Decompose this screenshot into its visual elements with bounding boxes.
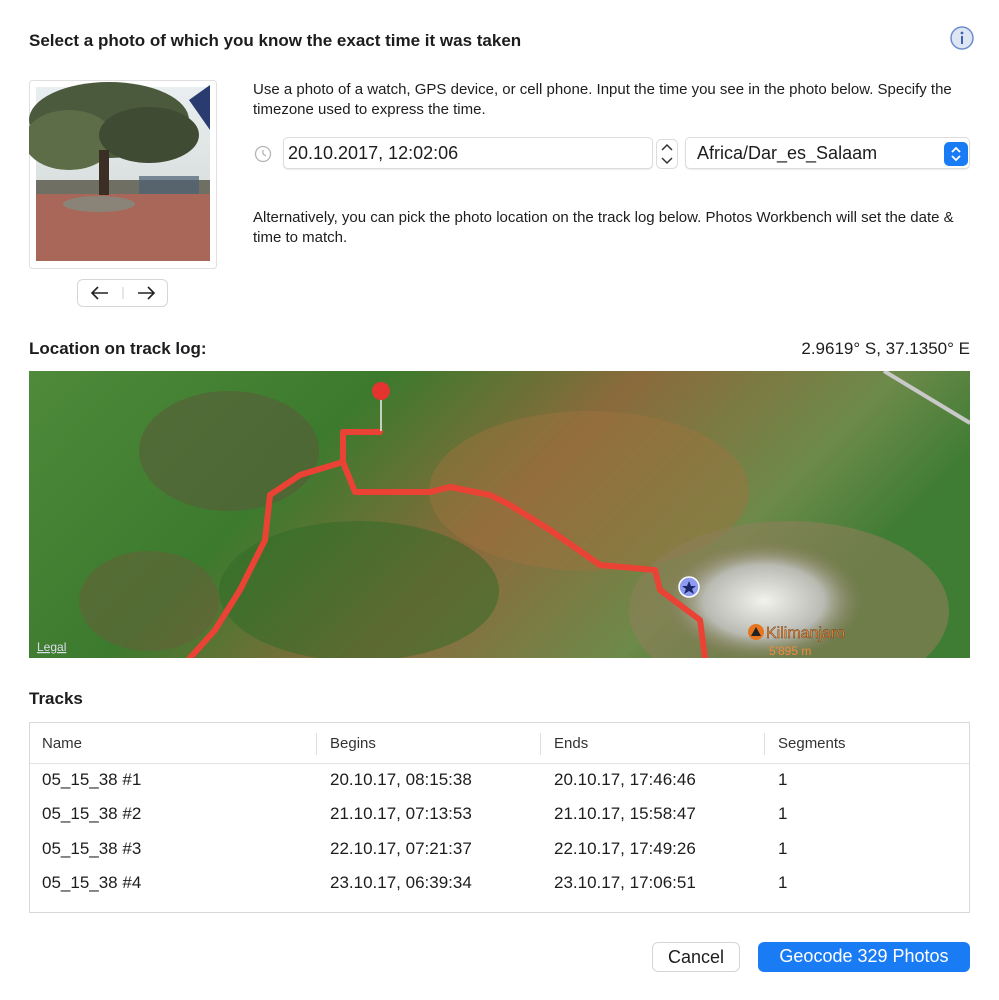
track-cell: 05_15_38 #2	[42, 804, 142, 824]
info-button[interactable]	[949, 25, 975, 51]
description: Use a photo of a watch, GPS device, or c…	[253, 81, 952, 118]
date-stepper[interactable]	[656, 139, 678, 169]
peak-label: Kilimanjaro	[766, 625, 845, 642]
column-header: Begins	[330, 735, 376, 752]
track-map[interactable]: Kilimanjaro 5'895 m Legal	[29, 371, 970, 658]
track-cell: 1	[778, 838, 788, 858]
track-cell: 23.10.17, 17:06:51	[554, 872, 696, 892]
tracks-table: Name Begins Ends Segments 05_15_38 #1 20.10.1…	[29, 722, 970, 913]
peak-elevation: 5'895 m	[769, 644, 811, 658]
photo-preview	[29, 80, 217, 269]
track-cell: 1	[778, 804, 788, 824]
photo-nav	[77, 279, 168, 307]
track-cell: 20.10.17, 17:46:46	[554, 770, 696, 789]
track-cell: 1	[778, 770, 788, 789]
track-cell: 1	[778, 872, 788, 892]
track-cell: 05_15_38 #1	[42, 770, 142, 789]
coordinates: 2.9619° S, 37.1350° E	[801, 339, 970, 358]
confirm-button[interactable]: Geocode 329 Photos	[758, 942, 970, 972]
reset-time-icon[interactable]	[253, 144, 273, 164]
date-time-field[interactable]: 20.10.2017, 12:02:06	[283, 137, 653, 169]
dialog-title: Select a photo of which you know the exa…	[29, 31, 522, 50]
legal-link[interactable]: Legal	[37, 640, 66, 654]
track-cell: 22.10.17, 17:49:26	[554, 838, 696, 858]
alternative-hint: Alternatively, you can pick the photo lo…	[253, 209, 954, 246]
track-cell: 21.10.17, 07:13:53	[330, 804, 472, 824]
column-divider	[764, 733, 765, 755]
track-cell: 21.10.17, 15:58:47	[554, 804, 696, 824]
previous-photo[interactable]	[90, 286, 108, 300]
cancel-button[interactable]: Cancel	[652, 942, 740, 972]
track-cell: 20.10.17, 08:15:38	[330, 770, 472, 789]
track-cell: 05_15_38 #3	[42, 838, 142, 858]
track-cell: 23.10.17, 06:39:34	[330, 872, 472, 892]
nav-arrows	[90, 286, 156, 300]
column-header: Segments	[778, 735, 846, 752]
header-divider	[30, 763, 969, 764]
tracks-heading: Tracks	[29, 689, 83, 708]
column-header: Ends	[554, 735, 589, 752]
timezone-popup[interactable]: Africa/Dar_es_Salaam	[685, 137, 970, 169]
location-heading: Location on track log:	[29, 339, 207, 358]
track-cell: 05_15_38 #4	[42, 872, 142, 892]
track-cell: 22.10.17, 07:21:37	[330, 838, 472, 858]
timezone-popup-arrows[interactable]	[944, 142, 968, 166]
column-divider	[540, 733, 541, 755]
column-header: Name	[42, 735, 83, 752]
column-divider	[316, 733, 317, 755]
next-photo[interactable]	[138, 286, 156, 300]
